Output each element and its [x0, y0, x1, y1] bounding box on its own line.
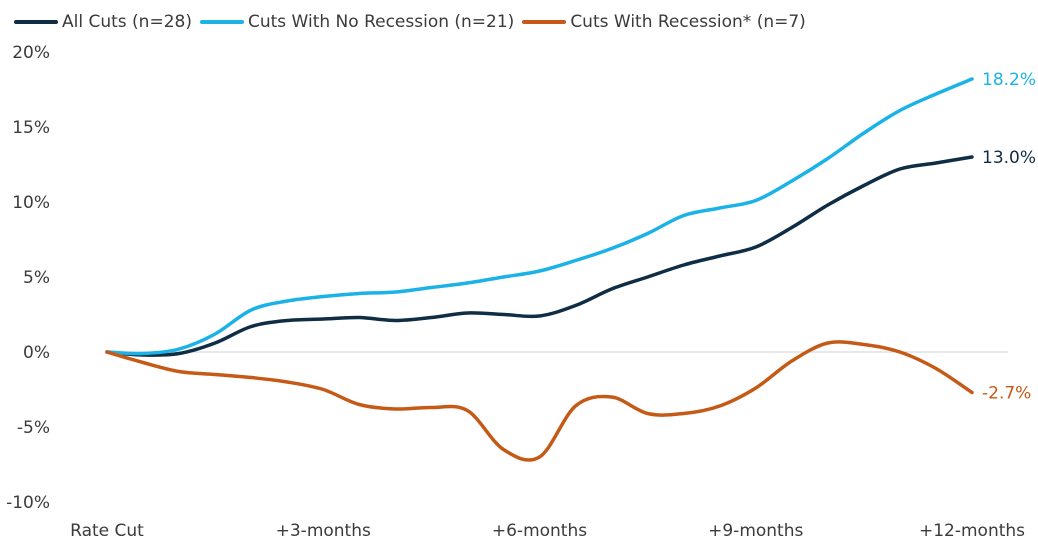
legend-label-recession: Cuts With Recession* (n=7) — [570, 12, 806, 32]
legend-swatch-recession — [522, 20, 567, 24]
legend-label-no-recession: Cuts With No Recession (n=21) — [247, 12, 515, 32]
x-tick-label: +3-months — [276, 521, 371, 541]
axes-layer: 20% 15% 10% 5% 0% -5% -10% Rate Cut +3-months +6-… — [6, 43, 1025, 541]
legend-item-recession[interactable]: Cuts With Recession* (n=7) — [522, 12, 806, 32]
y-tick-label: 5% — [23, 268, 50, 288]
legend-swatch-no-recession — [199, 20, 244, 24]
y-tick-label: 10% — [12, 193, 50, 213]
x-tick-label: +12-months — [919, 521, 1025, 541]
legend-swatch-all-cuts — [14, 20, 58, 24]
legend-item-all-cuts[interactable]: All Cuts (n=28) — [14, 12, 192, 32]
end-label-recession: -2.7% — [982, 384, 1031, 404]
legend: All Cuts (n=28) Cuts With No Recession (… — [14, 8, 814, 36]
series-line-all-cuts — [105, 155, 974, 357]
series-layer — [105, 77, 974, 462]
y-tick-label: 0% — [23, 343, 50, 363]
end-label-all-cuts: 13.0% — [982, 148, 1036, 168]
x-tick-label: +9-months — [708, 521, 803, 541]
x-tick-label: Rate Cut — [70, 521, 144, 541]
x-tick-label: +6-months — [492, 521, 587, 541]
y-tick-label: -5% — [17, 418, 50, 438]
y-tick-label: -10% — [6, 493, 50, 513]
series-line-recession — [105, 340, 974, 462]
end-labels-layer: 13.0% 18.2% -2.7% — [982, 70, 1036, 404]
y-tick-label: 20% — [12, 43, 50, 63]
series-line-no-recession — [105, 77, 974, 356]
legend-item-no-recession[interactable]: Cuts With No Recession (n=21) — [199, 12, 515, 32]
y-tick-label: 15% — [12, 118, 50, 138]
end-label-no-recession: 18.2% — [982, 70, 1036, 90]
legend-label-all-cuts: All Cuts (n=28) — [62, 12, 192, 32]
